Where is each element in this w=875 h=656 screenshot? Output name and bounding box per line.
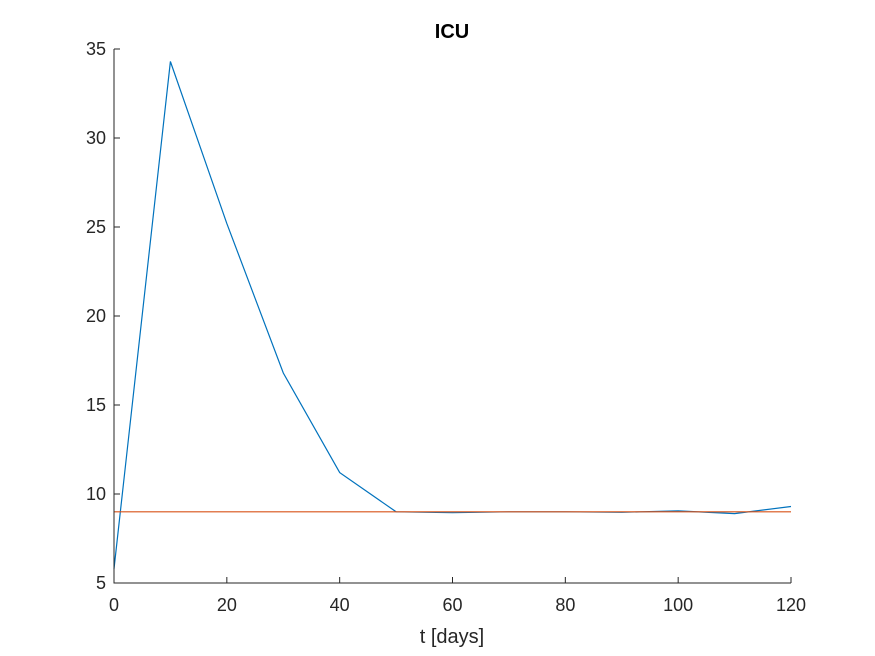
y-tick-label: 35 [86,39,106,59]
plot-area: 0 20 40 60 80 100 120 5 10 15 20 25 30 35 [86,39,806,615]
x-tick-label: 100 [663,595,693,615]
x-tick-label: 80 [555,595,575,615]
y-tick-label: 10 [86,484,106,504]
series-lines [113,61,792,569]
y-tick-label: 20 [86,306,106,326]
y-tick-label: 30 [86,128,106,148]
y-axis: 5 10 15 20 25 30 35 [86,39,120,593]
x-tick-label: 20 [217,595,237,615]
chart-title: ICU [435,21,469,43]
x-tick-label: 120 [776,595,806,615]
x-axis-label: t [days] [420,626,484,648]
x-tick-label: 60 [442,595,462,615]
y-tick-label: 5 [96,573,106,593]
y-tick-label: 25 [86,217,106,237]
series-line-1 [113,61,792,569]
y-tick-label: 15 [86,395,106,415]
x-tick-label: 0 [109,595,119,615]
x-tick-label: 40 [330,595,350,615]
axes-frame [113,49,791,584]
x-axis: 0 20 40 60 80 100 120 [109,577,806,615]
